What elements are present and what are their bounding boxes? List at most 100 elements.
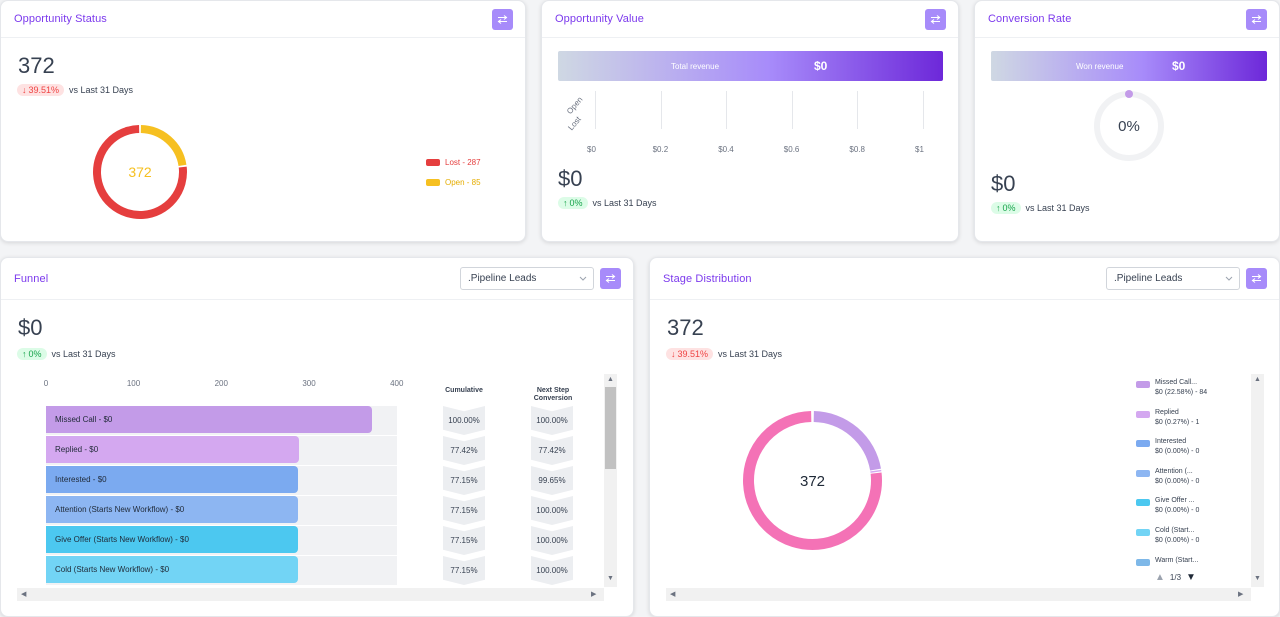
scroll-left-arrow[interactable]: ◀ (21, 591, 26, 598)
funnel-row: Replied - $0 (46, 436, 397, 465)
donut-slice-missed-call[interactable] (814, 417, 876, 470)
legend-detail: $0 (0.00%) - 0 (1155, 506, 1199, 516)
arrow-down-icon: ↓ (671, 349, 676, 359)
legend-item-open[interactable]: Open - 85 (426, 178, 481, 187)
comparison: ↑0% vs Last 31 Days (558, 197, 657, 209)
change-badge: ↑0% (558, 197, 588, 209)
legend-item[interactable]: Missed Call...$0 (22.58%) - 84 (1136, 378, 1207, 398)
cumulative-cell: 77.15% (443, 496, 485, 525)
gridline (661, 91, 662, 129)
next-step-cell: 100.00% (531, 526, 573, 555)
arrow-down-icon: ↓ (22, 85, 27, 95)
scroll-up-arrow[interactable]: ▲ (1254, 376, 1261, 383)
pager-prev-icon[interactable]: ▲ (1155, 572, 1165, 583)
donut-center-label: 372 (800, 473, 825, 490)
scroll-right-arrow[interactable]: ▶ (1238, 591, 1243, 598)
funnel-bar[interactable]: Cold (Starts New Workflow) - $0 (46, 556, 298, 583)
cumulative-header: Cumulative (441, 387, 487, 395)
legend-swatch (426, 159, 440, 166)
scroll-down-arrow[interactable]: ▼ (607, 575, 614, 582)
chevron-down-icon (1225, 276, 1233, 281)
revenue-label: Total revenue (671, 62, 719, 71)
filter-icon (1251, 15, 1262, 24)
funnel-row: Cold (Starts New Workflow) - $0 (46, 556, 397, 585)
pager-next-icon[interactable]: ▼ (1186, 572, 1196, 583)
gridline (857, 91, 858, 129)
filter-icon (930, 15, 941, 24)
legend-item[interactable]: Warm (Start... (1136, 556, 1198, 566)
gridline (726, 91, 727, 129)
scroll-thumb[interactable] (605, 387, 616, 469)
legend-name: Give Offer ... (1155, 496, 1199, 506)
legend-item[interactable]: Replied$0 (0.27%) - 1 (1136, 408, 1199, 428)
scroll-right-arrow[interactable]: ▶ (591, 591, 596, 598)
opportunity-status-card: Opportunity Status 372 ↓39.51% vs Last 3… (0, 0, 526, 242)
horizontal-scrollbar[interactable]: ◀ ▶ (666, 588, 1251, 601)
compare-label: vs Last 31 Days (718, 349, 782, 359)
gauge-value: 0% (1118, 118, 1140, 135)
scroll-left-arrow[interactable]: ◀ (670, 591, 675, 598)
funnel-bar[interactable]: Interested - $0 (46, 466, 298, 493)
legend-item[interactable]: Interested$0 (0.00%) - 0 (1136, 437, 1199, 457)
filter-button[interactable] (1246, 268, 1267, 289)
legend-name: Missed Call... (1155, 378, 1207, 388)
arrow-up-icon: ↑ (996, 203, 1001, 213)
filter-button[interactable] (600, 268, 621, 289)
pipeline-select[interactable]: .Pipeline Leads (1106, 267, 1240, 290)
legend-name: Warm (Start... (1155, 556, 1198, 566)
legend-item[interactable]: Cold (Start...$0 (0.00%) - 0 (1136, 526, 1199, 546)
legend-item[interactable]: Give Offer ...$0 (0.00%) - 0 (1136, 496, 1199, 516)
vertical-scrollbar[interactable]: ▲ ▼ (604, 374, 617, 587)
x-tick-label: $0.8 (849, 145, 865, 154)
conversion-gauge: 0% (1092, 89, 1166, 163)
funnel-card: Funnel .Pipeline Leads $0 ↑0% vs Last 31… (0, 257, 634, 617)
funnel-bar[interactable]: Replied - $0 (46, 436, 299, 463)
funnel-bar[interactable]: Missed Call - $0 (46, 406, 372, 433)
comparison: ↓39.51% vs Last 31 Days (666, 348, 782, 360)
status-donut-chart: 372 (86, 118, 194, 226)
pager-label: 1/3 (1170, 573, 1181, 582)
funnel-bar[interactable]: Give Offer (Starts New Workflow) - $0 (46, 526, 298, 553)
scroll-down-arrow[interactable]: ▼ (1254, 575, 1261, 582)
y-axis-label-open: Open (565, 95, 584, 116)
next-step-cell: 100.00% (531, 406, 573, 435)
total-revenue-bar: Total revenue $0 (558, 51, 943, 81)
legend-swatch (1136, 411, 1150, 418)
next-step-cell: 100.00% (531, 556, 573, 585)
legend-name: Interested (1155, 437, 1199, 447)
gridline (792, 91, 793, 129)
legend-item-lost[interactable]: Lost - 287 (426, 158, 481, 167)
x-tick-label: 0 (44, 379, 48, 388)
horizontal-scrollbar[interactable]: ◀ ▶ (17, 588, 604, 601)
funnel-bar[interactable]: Attention (Starts New Workflow) - $0 (46, 496, 298, 523)
total-value: $0 (558, 166, 582, 192)
vertical-scrollbar[interactable]: ▲ ▼ (1251, 374, 1264, 587)
revenue-value: $0 (814, 59, 827, 73)
cumulative-cell: 77.42% (443, 436, 485, 465)
total-value: $0 (18, 315, 42, 341)
scroll-up-arrow[interactable]: ▲ (607, 376, 614, 383)
x-tick-label: 100 (127, 379, 140, 388)
filter-button[interactable] (925, 9, 946, 30)
card-title: Stage Distribution (663, 273, 752, 285)
stage-donut-chart: 372 (740, 408, 885, 553)
card-title: Funnel (14, 273, 48, 285)
change-badge: ↑0% (991, 202, 1021, 214)
pipeline-select[interactable]: .Pipeline Leads (460, 267, 594, 290)
donut-center-label: 372 (128, 164, 152, 180)
total-count: 372 (18, 53, 55, 79)
filter-button[interactable] (492, 9, 513, 30)
comparison: ↑0% vs Last 31 Days (17, 348, 116, 360)
donut-slice-open[interactable] (141, 129, 183, 165)
x-tick-label: $0.2 (653, 145, 669, 154)
filter-button[interactable] (1246, 9, 1267, 30)
funnel-row: Attention (Starts New Workflow) - $0 (46, 496, 397, 525)
arrow-up-icon: ↑ (22, 349, 27, 359)
x-tick-label: $0 (587, 145, 596, 154)
gridline (595, 91, 596, 129)
legend-item[interactable]: Attention (...$0 (0.00%) - 0 (1136, 467, 1199, 487)
funnel-row: Missed Call - $0 (46, 406, 397, 435)
conversion-rate-card: Conversion Rate Won revenue $0 0% $0 ↑0%… (974, 0, 1280, 242)
legend-swatch (1136, 529, 1150, 536)
legend-detail: $0 (0.00%) - 0 (1155, 447, 1199, 457)
